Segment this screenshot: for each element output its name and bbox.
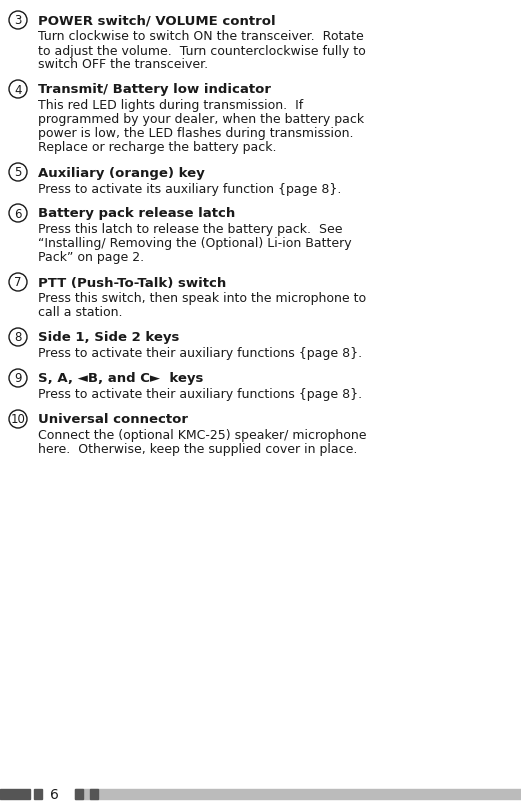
Text: “Installing/ Removing the (Optional) Li-ion Battery: “Installing/ Removing the (Optional) Li-… bbox=[38, 237, 352, 250]
Text: Battery pack release latch: Battery pack release latch bbox=[38, 207, 235, 221]
Text: here.  Otherwise, keep the supplied cover in place.: here. Otherwise, keep the supplied cover… bbox=[38, 443, 357, 456]
Text: 6: 6 bbox=[14, 207, 22, 221]
Text: switch OFF the transceiver.: switch OFF the transceiver. bbox=[38, 59, 208, 71]
Text: Transmit/ Battery low indicator: Transmit/ Battery low indicator bbox=[38, 83, 271, 96]
Text: Turn clockwise to switch ON the transceiver.  Rotate: Turn clockwise to switch ON the transcei… bbox=[38, 30, 364, 43]
Text: Replace or recharge the battery pack.: Replace or recharge the battery pack. bbox=[38, 141, 277, 154]
Text: Press this latch to release the battery pack.  See: Press this latch to release the battery … bbox=[38, 223, 342, 237]
Text: Pack” on page 2.: Pack” on page 2. bbox=[38, 251, 144, 264]
Text: PTT (Push-To-Talk) switch: PTT (Push-To-Talk) switch bbox=[38, 276, 226, 290]
Text: Press to activate its auxiliary function {page 8}.: Press to activate its auxiliary function… bbox=[38, 182, 341, 195]
Text: 3: 3 bbox=[14, 14, 22, 27]
Text: power is low, the LED flashes during transmission.: power is low, the LED flashes during tra… bbox=[38, 128, 354, 140]
Text: Auxiliary (orange) key: Auxiliary (orange) key bbox=[38, 166, 205, 180]
Text: 4: 4 bbox=[14, 83, 22, 96]
Text: 8: 8 bbox=[14, 331, 22, 344]
Text: Connect the (optional KMC-25) speaker/ microphone: Connect the (optional KMC-25) speaker/ m… bbox=[38, 429, 366, 442]
Text: to adjust the volume.  Turn counterclockwise fully to: to adjust the volume. Turn counterclockw… bbox=[38, 44, 366, 58]
Bar bbox=[0, 789, 30, 799]
Text: Side 1, Side 2 keys: Side 1, Side 2 keys bbox=[38, 331, 179, 344]
Text: 7: 7 bbox=[14, 276, 22, 290]
Text: Press to activate their auxiliary functions {page 8}.: Press to activate their auxiliary functi… bbox=[38, 388, 362, 401]
Text: Press to activate their auxiliary functions {page 8}.: Press to activate their auxiliary functi… bbox=[38, 347, 362, 360]
Text: 9: 9 bbox=[14, 372, 22, 385]
Bar bbox=[75, 789, 521, 799]
Text: 5: 5 bbox=[14, 166, 22, 180]
Text: POWER switch/ VOLUME control: POWER switch/ VOLUME control bbox=[38, 14, 276, 27]
Text: call a station.: call a station. bbox=[38, 306, 122, 319]
Text: Press this switch, then speak into the microphone to: Press this switch, then speak into the m… bbox=[38, 292, 366, 305]
Bar bbox=[90, 789, 98, 799]
Text: 10: 10 bbox=[10, 413, 26, 426]
Bar bbox=[75, 789, 83, 799]
Text: Universal connector: Universal connector bbox=[38, 413, 188, 426]
Bar bbox=[34, 789, 42, 799]
Text: S, A, ◄B, and C►  keys: S, A, ◄B, and C► keys bbox=[38, 372, 203, 385]
Text: programmed by your dealer, when the battery pack: programmed by your dealer, when the batt… bbox=[38, 113, 364, 127]
Text: This red LED lights during transmission.  If: This red LED lights during transmission.… bbox=[38, 99, 303, 112]
Text: 6: 6 bbox=[50, 787, 59, 801]
